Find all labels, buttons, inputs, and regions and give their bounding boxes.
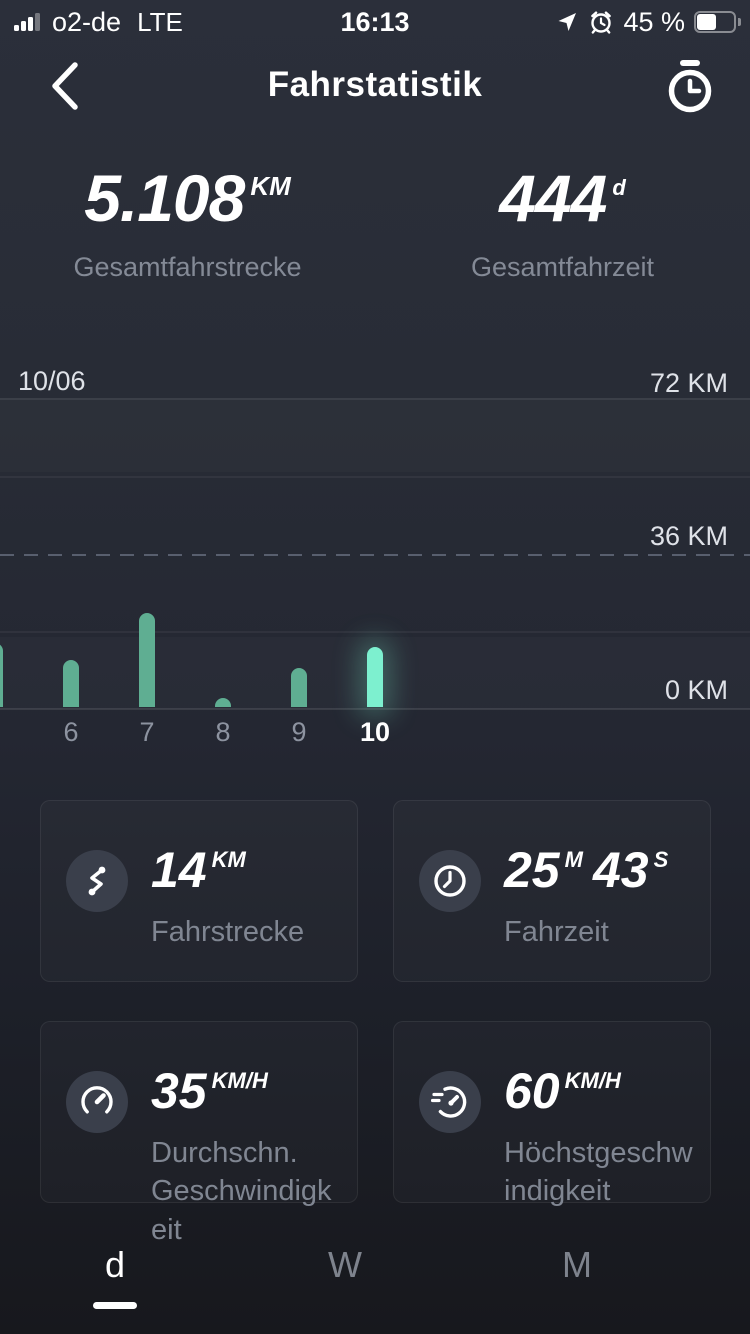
card-max-speed: 60 KM/H Höchstgeschwindigkeit xyxy=(393,1021,711,1207)
total-distance: 5.108 KM Gesamtfahrstrecke xyxy=(0,160,375,283)
speedometer-icon xyxy=(66,1071,128,1133)
y-axis-label-0km: 0 KM xyxy=(664,675,728,705)
chart-bar-day-9[interactable] xyxy=(291,668,307,707)
total-time-unit: d xyxy=(612,175,626,200)
back-button[interactable] xyxy=(36,58,92,114)
x-axis-label-6[interactable]: 6 xyxy=(63,717,79,747)
avg-speed-label: Durchschn. Geschwindigkeit xyxy=(151,1137,332,1246)
route-icon xyxy=(66,850,128,912)
selected-tab-underline xyxy=(93,1302,137,1309)
ride-history-button[interactable] xyxy=(660,56,720,116)
chart-bar-day-offscreen[interactable] xyxy=(0,643,3,707)
totals-section: 5.108 KM Gesamtfahrstrecke 444 d Gesamtfah… xyxy=(0,160,750,283)
max-speed-unit: KM/H xyxy=(564,1068,621,1093)
ride-time-minutes-unit: M xyxy=(564,847,583,872)
gridline-36km xyxy=(0,554,750,556)
chart-bar-day-8[interactable] xyxy=(215,698,231,707)
total-distance-label: Gesamtfahrstrecke xyxy=(73,252,302,282)
x-axis-label-10[interactable]: 10 xyxy=(359,717,391,747)
gridline-54km xyxy=(0,476,750,478)
x-axis-label-8[interactable]: 8 xyxy=(215,717,231,747)
x-axis-label-7[interactable]: 7 xyxy=(139,717,155,747)
clock-time: 16:13 xyxy=(340,6,410,37)
clock-icon xyxy=(419,850,481,912)
chart-plot: 72 KM 36 KM 0 KM xyxy=(0,368,750,710)
card-ride-time: 25 M 43 S Fahrzeit xyxy=(393,800,711,982)
stopwatch-icon xyxy=(664,58,716,114)
status-bar: o2-de LTE 16:13 45 % xyxy=(0,0,750,44)
total-distance-value: 5.108 xyxy=(84,161,245,235)
y-axis-label-72km: 72 KM xyxy=(649,368,728,398)
avg-speed-value: 35 xyxy=(151,1063,207,1119)
page-title: Fahrstatistik xyxy=(267,65,483,104)
y-axis-label-36km: 36 KM xyxy=(649,521,728,551)
card-avg-speed: 35 KM/H Durchschn. Geschwindigkeit xyxy=(40,1021,358,1246)
signal-bars-icon xyxy=(14,12,42,32)
alarm-clock-icon xyxy=(588,9,614,35)
tab-week-label: W xyxy=(328,1244,362,1285)
tab-week[interactable]: W xyxy=(270,1244,420,1286)
total-time-label: Gesamtfahrzeit xyxy=(470,252,655,282)
chart-bar-day-7[interactable] xyxy=(139,613,155,707)
distance-label: Fahrstrecke xyxy=(151,916,305,948)
ride-time-seconds-unit: S xyxy=(653,847,669,872)
battery-percent-label: 45 % xyxy=(623,6,685,37)
max-speed-label: Höchstgeschwindigkeit xyxy=(504,1137,693,1208)
distance-bar-chart: 10/06 72 KM 36 KM 0 KM 6 7 8 9 10 xyxy=(0,360,750,750)
ride-time-seconds: 43 xyxy=(592,842,649,898)
x-axis-label-9[interactable]: 9 xyxy=(291,717,307,747)
period-tab-bar: d W M xyxy=(0,1244,750,1324)
total-distance-unit: KM xyxy=(250,171,291,201)
total-time-value: 444 xyxy=(499,161,607,235)
max-speed-icon xyxy=(419,1071,481,1133)
tab-month-label: M xyxy=(562,1244,592,1285)
battery-icon xyxy=(694,11,741,33)
nav-header: Fahrstatistik xyxy=(0,44,750,126)
gridline-0km xyxy=(0,708,750,710)
max-speed-value: 60 xyxy=(504,1063,560,1119)
carrier-label: o2-de xyxy=(52,6,122,37)
avg-speed-unit: KM/H xyxy=(211,1068,268,1093)
chart-date-label: 10/06 xyxy=(18,366,86,396)
gridline-18km xyxy=(0,631,750,633)
total-time: 444 d Gesamtfahrzeit xyxy=(375,160,750,283)
card-distance: 14 KM Fahrstrecke xyxy=(40,800,358,982)
chart-bar-day-6[interactable] xyxy=(63,660,79,707)
tab-day[interactable]: d xyxy=(40,1244,190,1309)
network-label: LTE xyxy=(137,6,183,37)
location-arrow-icon xyxy=(555,10,579,34)
chart-bar-day-10[interactable] xyxy=(367,647,383,707)
distance-value: 14 xyxy=(151,842,207,898)
back-chevron-icon xyxy=(47,60,81,112)
distance-unit: KM xyxy=(211,847,246,872)
tab-day-label: d xyxy=(104,1244,126,1285)
ride-time-label: Fahrzeit xyxy=(504,916,609,948)
tab-month[interactable]: M xyxy=(502,1244,652,1286)
ride-time-minutes: 25 xyxy=(504,842,560,898)
chart-x-axis: 6 7 8 9 10 xyxy=(0,717,750,757)
